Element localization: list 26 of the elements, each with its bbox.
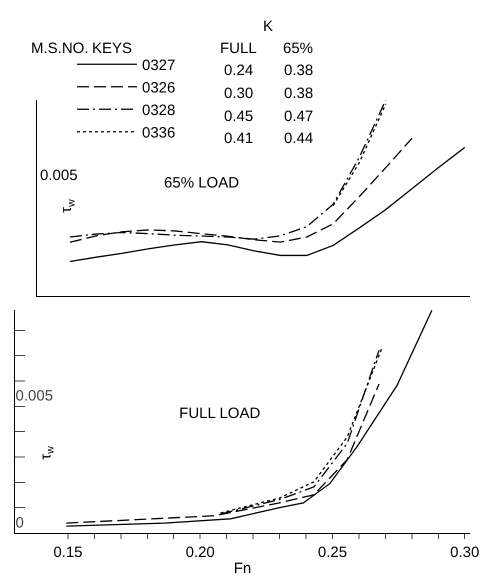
annotation: 0.45 (224, 108, 254, 125)
x-tick-label: 0.30 (450, 544, 480, 561)
text: M.S.NO. (31, 40, 89, 57)
annotation: 0.38 (284, 85, 314, 102)
text: 0.38 (284, 62, 314, 79)
x-axis-title: Fn (234, 560, 252, 577)
text: 0.24 (224, 62, 254, 79)
legend-label: 0336 (142, 124, 176, 142)
text: FULL (220, 40, 257, 57)
y-tick-label: 0 (16, 514, 24, 532)
legend-label: 0328 (142, 102, 176, 120)
annotation: 0.47 (284, 108, 314, 125)
text: K (263, 18, 274, 35)
text: 65% (283, 40, 314, 57)
x-tick-label: 0.20 (186, 544, 215, 561)
annotation: 0.41 (224, 130, 254, 147)
annotation: 0.30 (224, 85, 254, 102)
x-tick-label: 0.15 (53, 544, 83, 561)
text: KEYS (92, 40, 132, 57)
legend-label: 0327 (142, 57, 176, 74)
text: 65% LOAD (164, 174, 240, 192)
text: FULL LOAD (179, 404, 260, 422)
annotation: 0.005 (40, 167, 78, 184)
x-tick-label: 0.25 (318, 544, 348, 561)
legend-label: 0326 (142, 80, 176, 97)
annotation: 0.44 (284, 130, 314, 147)
